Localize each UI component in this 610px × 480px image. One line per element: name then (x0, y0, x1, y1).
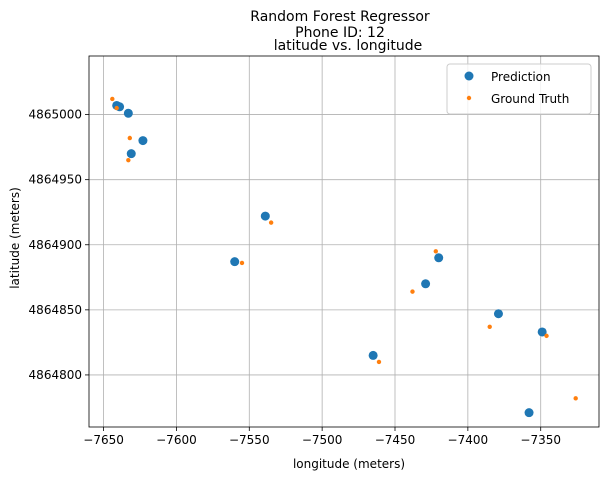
ground-truth-point (110, 96, 115, 102)
prediction-point (260, 211, 270, 221)
x-tick-label: −7550 (229, 433, 270, 447)
prediction-point (421, 279, 431, 289)
ground-truth-point (268, 220, 274, 225)
prediction-point (434, 253, 444, 263)
x-axis-label: longitude (meters) (293, 457, 405, 471)
y-tick-label: 4864950 (29, 173, 82, 187)
chart-subtitle: latitude vs. longitude (274, 38, 423, 54)
prediction-point (524, 408, 534, 418)
x-tick-label: −7350 (520, 433, 561, 447)
axis-ticks: −7650 −7600 −7550 −7500 −7450 −7400 −7350 48648… (29, 108, 561, 447)
ground-truth-point (114, 105, 119, 111)
prediction-point (123, 108, 133, 118)
chart-title-line-2: Phone ID: 12 (295, 25, 385, 41)
prediction-point (493, 309, 503, 319)
ground-truth-point (433, 249, 438, 254)
prediction-point (138, 136, 148, 146)
legend-label-prediction: Prediction (491, 70, 551, 84)
prediction-point (368, 350, 378, 360)
legend-box (446, 63, 592, 115)
data-points (110, 96, 578, 418)
legend-label-ground-truth: Ground Truth (491, 92, 569, 106)
x-tick-label: −7500 (302, 433, 343, 447)
ground-truth-point (544, 333, 549, 339)
y-tick-label: 4864900 (29, 238, 82, 252)
x-tick-label: −7450 (375, 433, 416, 447)
legend-marker-prediction (464, 71, 474, 81)
prediction-point (537, 327, 547, 337)
plot-frame (88, 55, 600, 428)
ground-truth-point (410, 289, 415, 294)
title-group: Random Forest Regressor Phone ID: 12 lat… (250, 9, 430, 54)
prediction-point (126, 149, 136, 159)
chart-title-line-1: Random Forest Regressor (250, 9, 430, 25)
ground-truth-point (573, 396, 578, 401)
ground-truth-point (126, 157, 131, 163)
legend-marker-ground-truth (466, 95, 472, 101)
ground-truth-point (487, 324, 492, 329)
x-tick-label: −7600 (156, 433, 197, 447)
ground-truth-point (127, 135, 132, 141)
y-tick-label: 4865000 (29, 108, 82, 122)
y-tick-label: 4864800 (29, 368, 82, 382)
ground-truth-point (239, 260, 245, 266)
legend: Prediction Ground Truth (446, 63, 592, 115)
x-tick-label: −7400 (448, 433, 489, 447)
y-tick-label: 4864850 (29, 303, 82, 317)
prediction-point (230, 257, 240, 267)
ground-truth-point (376, 359, 382, 365)
y-axis-label: latitude (meters) (8, 187, 22, 289)
x-tick-label: −7650 (83, 433, 124, 447)
grid-lines (89, 56, 599, 427)
